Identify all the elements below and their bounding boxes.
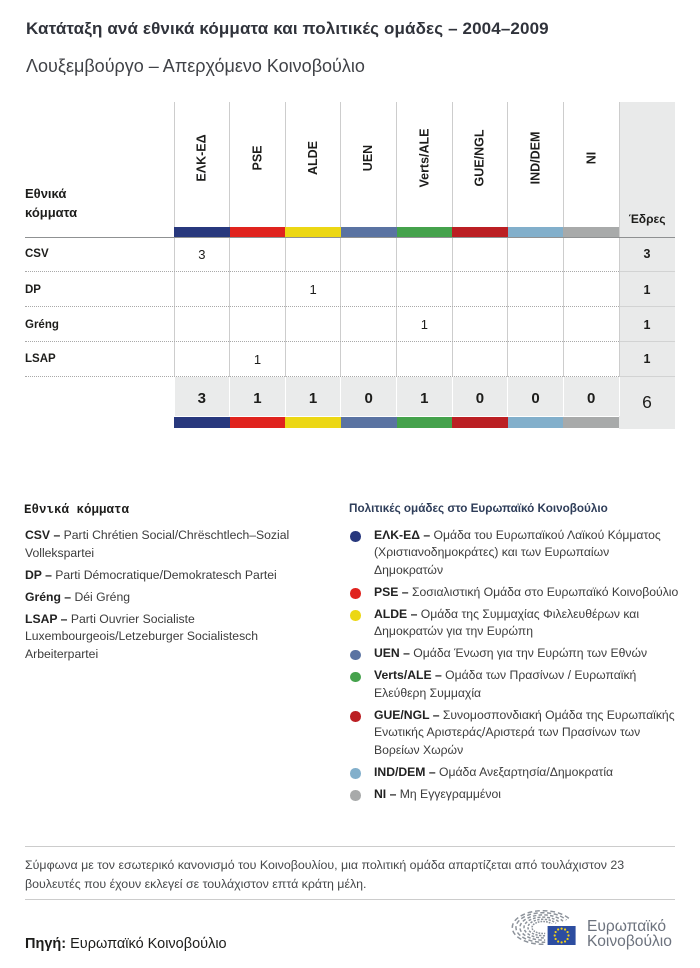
svg-text:Κοινοβούλιο: Κοινοβούλιο [587,933,672,950]
svg-text:Ευρωπαϊκό: Ευρωπαϊκό [587,918,666,935]
